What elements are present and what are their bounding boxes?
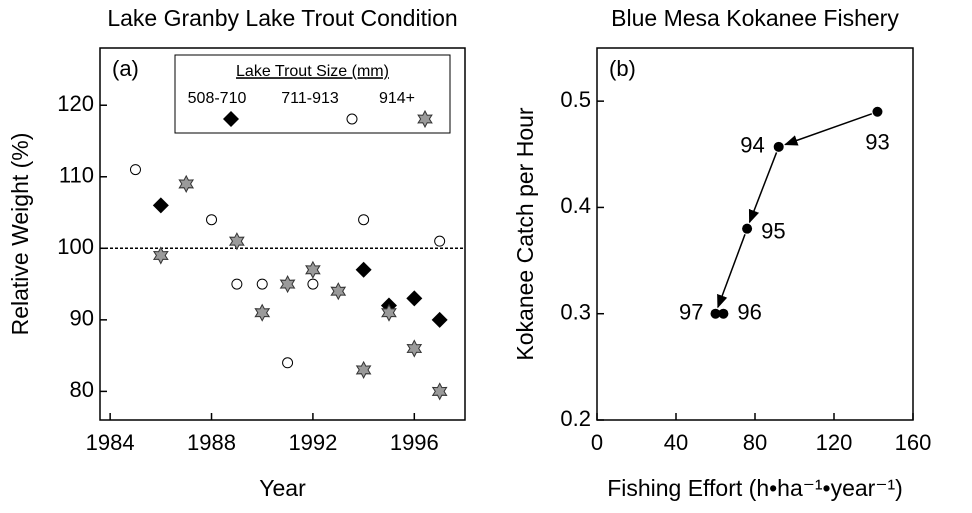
- legend-label: 711-913: [281, 90, 339, 107]
- point-label: 93: [865, 130, 889, 155]
- x-tick-label: 1996: [390, 430, 439, 455]
- point: [718, 308, 729, 319]
- circle-point: [307, 278, 319, 290]
- point-label: 94: [740, 133, 764, 158]
- legend-title: Lake Trout Size (mm): [236, 63, 389, 80]
- y-tick-label: 0.5: [560, 87, 591, 112]
- y-axis-label: Relative Weight (%): [7, 133, 33, 336]
- star-point: [279, 275, 296, 294]
- legend-marker: [223, 111, 239, 127]
- circle-point: [282, 357, 294, 369]
- star-point: [305, 260, 321, 279]
- point: [742, 223, 753, 234]
- star-point: [381, 303, 397, 322]
- star-point: [178, 174, 195, 193]
- y-tick-label: 80: [70, 377, 94, 402]
- point-label: 97: [679, 300, 703, 325]
- point-label: 95: [761, 218, 785, 243]
- x-axis-label: Fishing Effort (h•ha⁻¹•year⁻¹): [607, 475, 903, 501]
- x-axis-label: Year: [259, 475, 306, 501]
- legend-box: [174, 54, 451, 134]
- circle-point: [358, 214, 370, 226]
- legend-label: 914+: [379, 90, 415, 107]
- circle-point: [434, 235, 446, 247]
- circle-point: [231, 278, 243, 290]
- diamond-point: [152, 197, 169, 214]
- diamond-point: [406, 290, 423, 307]
- arrow: [717, 234, 746, 309]
- legend-marker: [417, 109, 433, 129]
- x-tick-label: 80: [743, 430, 767, 455]
- point: [773, 141, 784, 152]
- circle-point: [206, 214, 218, 226]
- diamond-point: [355, 261, 372, 278]
- y-tick-label: 0.2: [560, 406, 591, 431]
- x-tick-label: 40: [664, 430, 688, 455]
- y-tick-label: 90: [70, 306, 94, 331]
- x-tick-label: 160: [895, 430, 932, 455]
- star-point: [406, 339, 423, 358]
- arrow: [784, 113, 873, 146]
- x-tick-label: 120: [816, 430, 853, 455]
- x-tick-label: 1988: [187, 430, 236, 455]
- star-point: [355, 360, 372, 379]
- legend-label: 508-710: [188, 90, 247, 107]
- y-tick-label: 120: [57, 91, 94, 116]
- star-point: [431, 382, 448, 401]
- y-axis-label: Kokanee Catch per Hour: [512, 107, 538, 360]
- panel-label: (b): [609, 56, 636, 81]
- star-point: [330, 282, 347, 301]
- star-point: [228, 232, 245, 251]
- plot-frame: [99, 47, 466, 421]
- chart-title: Lake Granby Lake Trout Condition: [107, 5, 457, 31]
- star-point: [152, 246, 169, 265]
- y-tick-label: 110: [59, 163, 94, 188]
- x-tick-label: 0: [591, 430, 603, 455]
- chart-title: Blue Mesa Kokanee Fishery: [611, 5, 899, 31]
- y-tick-label: 0.4: [560, 193, 591, 218]
- point: [710, 308, 721, 319]
- arrow: [748, 152, 778, 224]
- circle-point: [129, 164, 141, 176]
- panel-label: (a): [112, 56, 139, 81]
- diamond-point: [431, 311, 448, 328]
- plot-frame: [596, 47, 914, 421]
- legend-marker: [346, 113, 358, 125]
- y-tick-label: 0.3: [560, 300, 591, 325]
- circle-point: [256, 278, 268, 290]
- x-tick-label: 1992: [288, 430, 337, 455]
- x-tick-label: 1984: [86, 430, 135, 455]
- y-tick-label: 100: [57, 234, 94, 259]
- point-label: 96: [737, 300, 761, 325]
- point: [872, 106, 883, 117]
- star-point: [254, 303, 271, 322]
